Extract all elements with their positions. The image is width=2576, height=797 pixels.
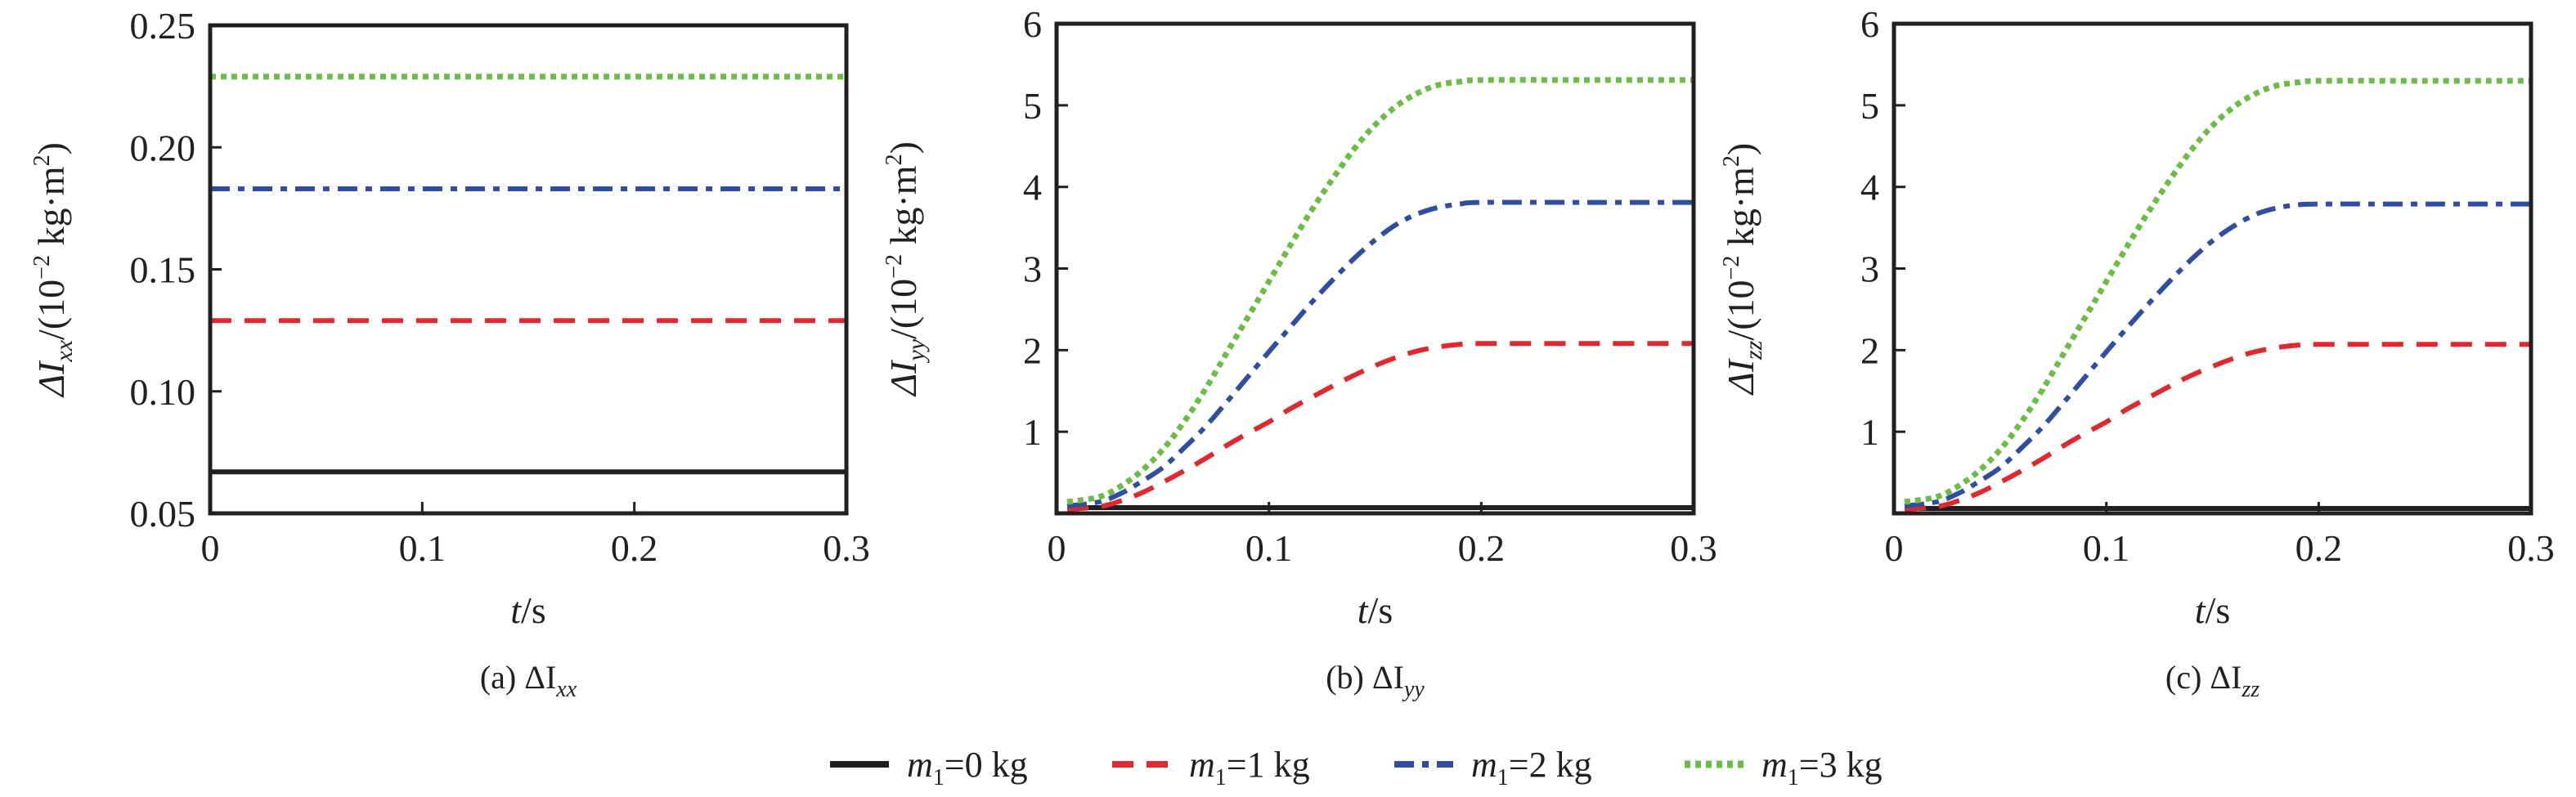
series-line-m2 — [1066, 199, 1694, 508]
legend-label: m1=0 kg — [907, 745, 1028, 790]
series-line-m3 — [1066, 77, 1694, 505]
x-axis-label: t/s — [510, 589, 545, 631]
legend-label: m1=1 kg — [1189, 745, 1310, 790]
legend-label: m1=3 kg — [1761, 745, 1883, 790]
y-tick-label: 6 — [1023, 3, 1042, 45]
chart-panel-a: 0 0.1 0.2 0.3 0.05 0.10 0.15 0.20 0.25 t/s ΔIxx/(1… — [29, 5, 870, 702]
x-tick-label: 0 — [1048, 527, 1066, 569]
y-tick-label: 0.10 — [130, 371, 196, 413]
y-tick-label: 3 — [1860, 249, 1879, 290]
series-line-m1 — [1904, 342, 2531, 512]
series-line-m3 — [1904, 78, 2531, 505]
x-tick-label: 0 — [1885, 527, 1904, 569]
plot-frame — [1054, 21, 1696, 516]
x-tick-label: 0 — [201, 527, 220, 569]
legend-item-m3: m1=3 kg — [1685, 745, 1883, 790]
legend-item-m2: m1=2 kg — [1394, 745, 1592, 790]
y-tick-label: 1 — [1860, 411, 1879, 453]
legend-item-m0: m1=0 kg — [830, 745, 1028, 790]
y-tick-label: 5 — [1023, 85, 1042, 127]
y-axis-label: ΔIxx/(10−2 kg·m2) — [29, 142, 78, 398]
panel-caption: (a) ΔIxx — [480, 659, 577, 702]
series-group — [1066, 77, 1694, 512]
y-tick-label: 0.20 — [130, 127, 196, 168]
x-axis-label: t/s — [2195, 589, 2230, 631]
y-tick-label: 2 — [1860, 329, 1879, 371]
x-tick-label: 0.2 — [2296, 527, 2343, 569]
y-tick-label: 0.05 — [130, 493, 196, 535]
y-tick-label: 5 — [1860, 85, 1879, 127]
y-axis-label: ΔIyy/(10−2 kg·m2) — [882, 141, 930, 397]
chart-panel-c: 0 0.1 0.2 0.3 1 2 3 4 5 6 t/s ΔIzz/(10−2 kg·m2) (c) … — [1719, 3, 2555, 702]
legend-item-m1: m1=1 kg — [1112, 745, 1310, 790]
series-line-m2 — [1904, 201, 2531, 508]
legend-label: m1=2 kg — [1471, 745, 1592, 790]
y-tick-label: 4 — [1860, 167, 1879, 208]
x-tick-label: 0.2 — [1458, 527, 1506, 569]
x-tick-label: 0.3 — [2507, 527, 2555, 569]
series-group — [210, 74, 846, 475]
x-axis-label: t/s — [1358, 589, 1393, 631]
panel-caption: (c) ΔIzz — [2165, 659, 2260, 702]
x-tick-label: 0.3 — [823, 527, 870, 569]
legend: m1=0 kg m1=1 kg m1=2 kg m1=3 kg — [830, 745, 1883, 790]
y-axis-label: ΔIzz/(10−2 kg·m2) — [1719, 143, 1767, 396]
plot-frame — [208, 23, 849, 516]
x-tick-label: 0.1 — [1245, 527, 1293, 569]
x-tick-label: 0.1 — [2083, 527, 2130, 569]
plot-frame — [1892, 21, 2533, 516]
y-tick-label: 4 — [1023, 167, 1042, 208]
y-tick-label: 0.25 — [130, 5, 196, 47]
y-tick-label: 0.15 — [130, 249, 196, 291]
series-line-m1 — [1066, 341, 1694, 512]
y-tick-label: 3 — [1023, 249, 1042, 290]
y-tick-label: 2 — [1023, 329, 1042, 371]
panel-caption: (b) ΔIyy — [1326, 659, 1425, 702]
x-tick-label: 0.3 — [1670, 527, 1717, 569]
series-group — [1904, 78, 2531, 512]
y-tick-label: 6 — [1860, 3, 1879, 45]
x-tick-label: 0.2 — [611, 527, 658, 569]
chart-panel-b: 0 0.1 0.2 0.3 1 2 3 4 5 6 t/s ΔIyy/(10−2 kg·m2) (b) … — [882, 3, 1717, 702]
x-tick-label: 0.1 — [399, 527, 447, 569]
y-tick-label: 1 — [1023, 411, 1042, 453]
